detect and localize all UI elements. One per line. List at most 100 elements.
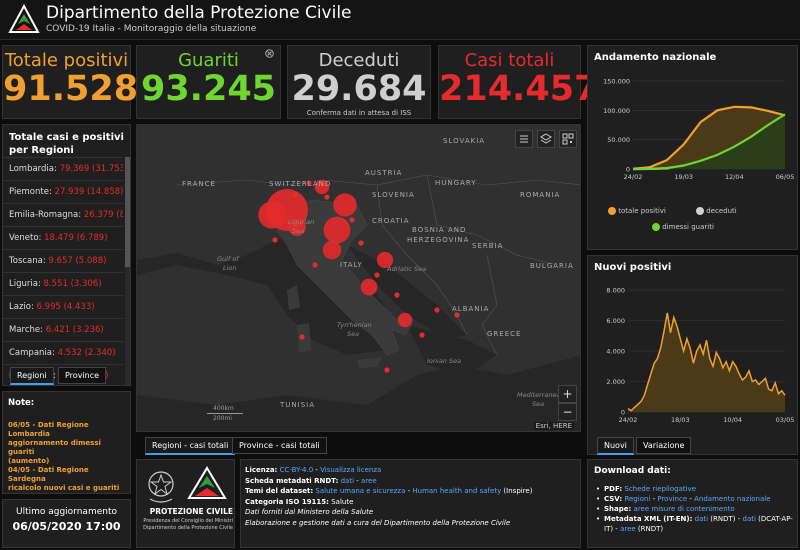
sea-label-tyrrhenian: Tyrrhenian <box>337 321 372 329</box>
scrollbar-thumb[interactable] <box>125 157 130 267</box>
map-bubble-small[interactable] <box>454 312 460 318</box>
map-tool-list-button[interactable] <box>515 130 533 148</box>
map-bubble-campania[interactable] <box>397 312 413 328</box>
region-list[interactable]: Lombardia: 79.369 (31.753)Piemonte: 27.9… <box>3 157 123 385</box>
tab-province[interactable]: Province <box>58 367 107 384</box>
series-area <box>628 312 785 412</box>
map-label-serbia: SERBIA <box>472 242 504 250</box>
series-line-totale-positivi[interactable] <box>632 105 786 170</box>
region-row[interactable]: Marche: 6.421 (3.236) <box>3 318 123 341</box>
info-link[interactable]: Human health and safety <box>412 487 502 495</box>
tab-variazione[interactable]: Variazione <box>636 437 692 454</box>
map-bubble-small[interactable] <box>394 292 400 298</box>
info-icon[interactable] <box>265 49 274 58</box>
region-row[interactable]: Emilia-Romagna: 26.379 (8.391) <box>3 203 123 226</box>
download-link[interactable]: aree misure di contenimento <box>633 505 735 513</box>
map-tool-layers-button[interactable] <box>537 130 555 148</box>
tab-regioni[interactable]: Regioni <box>10 367 54 385</box>
tab-regioni-casi-totali[interactable]: Regioni - casi totali <box>145 437 236 455</box>
map-tool-qr-button[interactable] <box>559 130 577 148</box>
info-link[interactable]: Salute umana e sicurezza <box>315 487 406 495</box>
region-name: Lazio: <box>9 302 37 312</box>
region-positives: (31.753) <box>92 164 123 174</box>
map-scale: 400km 200mi <box>207 405 243 422</box>
map-bubble-toscana[interactable] <box>322 240 342 260</box>
sea-label-mediterranean-sea: Sea <box>532 400 545 408</box>
map-attribution[interactable]: Esri, HERE <box>533 422 574 430</box>
region-row[interactable]: Toscana: 9.657 (5.088) <box>3 249 123 272</box>
download-link[interactable]: dati <box>742 515 756 523</box>
map-bubble-small[interactable] <box>358 240 364 246</box>
region-name: Marche: <box>9 325 46 335</box>
download-link[interactable]: Schede riepilogative <box>624 485 697 493</box>
tab-province-casi-totali[interactable]: Province - casi totali <box>232 437 327 454</box>
series-line-dimessi-guariti[interactable] <box>632 113 786 171</box>
map-bubble-small[interactable] <box>434 307 440 313</box>
info-link[interactable]: Visualizza licenza <box>320 466 382 474</box>
info-link[interactable]: CC-BY-4.0 <box>279 466 314 474</box>
app-title: Dipartimento della Protezione Civile <box>46 3 352 23</box>
info-list: Licenza: CC-BY-4.0 - Visualizza licenza S… <box>245 465 576 528</box>
map-bubble-veneto[interactable] <box>333 193 357 217</box>
download-text: (RNDT) <box>635 525 664 533</box>
region-row[interactable]: Lombardia: 79.369 (31.753) <box>3 157 123 180</box>
region-row[interactable]: Liguria: 8.551 (3.306) <box>3 272 123 295</box>
map-bubble-marche[interactable] <box>376 251 394 269</box>
nuovi-chart[interactable]: 0 2.000 4.000 6.000 8.000 24/02 18/03 10/04 03/0… <box>588 281 799 431</box>
legend-totale-positivi[interactable]: totale positivi <box>608 207 666 215</box>
region-scrollbar[interactable] <box>125 157 130 385</box>
kpi-value: 93.245 <box>140 69 277 109</box>
zoom-in-button[interactable]: + <box>558 385 577 403</box>
kpi-note: Conferma dati in attesa di ISS <box>306 109 412 117</box>
info-link[interactable]: aree <box>361 476 377 485</box>
map-bubble-small[interactable] <box>306 180 312 186</box>
map-bubble-small[interactable] <box>299 334 305 340</box>
map-panel[interactable]: FRANCE SWITZERLAND AUSTRIA SLOVAKIA HUNG… <box>136 124 581 432</box>
map-bubble-small[interactable] <box>384 367 390 373</box>
map-canvas[interactable] <box>137 125 581 432</box>
download-link[interactable]: aree <box>620 525 636 533</box>
map-bubble-small[interactable] <box>349 217 355 223</box>
scale-bar <box>207 413 243 414</box>
map-bubble-p-a-trento[interactable] <box>314 179 330 195</box>
download-list: PDF: Schede riepilogativeCSV: Regioni - … <box>588 484 797 534</box>
info-line: Elaborazione e gestione dati a cura del … <box>245 518 576 529</box>
map-label-switzerland: SWITZERLAND <box>269 180 332 188</box>
map-bubble-small[interactable] <box>292 192 298 198</box>
qr-icon <box>562 133 574 145</box>
sea-label-ligurian-sea: Sea <box>292 227 305 235</box>
series-line-nuovi[interactable] <box>627 312 786 412</box>
region-positives: (8.391) <box>116 210 123 220</box>
map-bubble-lazio[interactable] <box>360 278 378 296</box>
sea-label-adriatic: Adriatic Sea <box>387 265 427 273</box>
map-bubble-liguria[interactable] <box>288 218 306 236</box>
andamento-chart[interactable]: 0 50.000 100.000 150.000 24/02 19/03 12/04 06/0… <box>588 71 799 211</box>
tab-nuovi[interactable]: Nuovi <box>597 437 634 455</box>
region-row[interactable]: Campania: 4.532 (2.340) <box>3 341 123 364</box>
map-bubble-piemonte[interactable] <box>258 201 286 229</box>
region-row[interactable]: Piemonte: 27.939 (14.858) <box>3 180 123 203</box>
map-bubble-small[interactable] <box>324 194 330 200</box>
legend-dimessi-guariti[interactable]: dimessi guariti <box>652 223 714 231</box>
download-link[interactable]: dati <box>694 515 709 523</box>
map-bubble-emilia-romagna[interactable] <box>323 216 351 244</box>
map-bubble-small[interactable] <box>272 237 278 243</box>
zoom-out-button[interactable]: − <box>558 403 577 421</box>
region-row[interactable]: Veneto: 18.479 (6.789) <box>3 226 123 249</box>
x-tick-label: 12/04 <box>725 173 744 181</box>
download-link[interactable]: Regioni <box>624 495 651 503</box>
info-link[interactable]: dati <box>340 476 355 485</box>
map-bubble-small[interactable] <box>312 262 318 268</box>
region-cases: 8.551 <box>43 279 71 289</box>
info-tail: (Inspire) <box>501 487 533 495</box>
download-text: - <box>687 495 695 503</box>
map-bubble-small[interactable] <box>419 332 425 338</box>
download-link[interactable]: Province <box>657 495 688 503</box>
legend-dot <box>652 223 660 231</box>
info-line: Categoria ISO 19115: Salute <box>245 497 576 508</box>
map-bubble-small[interactable] <box>374 272 380 278</box>
y-tick-label: 100.000 <box>603 107 630 115</box>
region-row[interactable]: Lazio: 6.995 (4.433) <box>3 295 123 318</box>
download-link[interactable]: Andamento nazionale <box>694 495 771 503</box>
legend-deceduti[interactable]: deceduti <box>696 207 737 215</box>
